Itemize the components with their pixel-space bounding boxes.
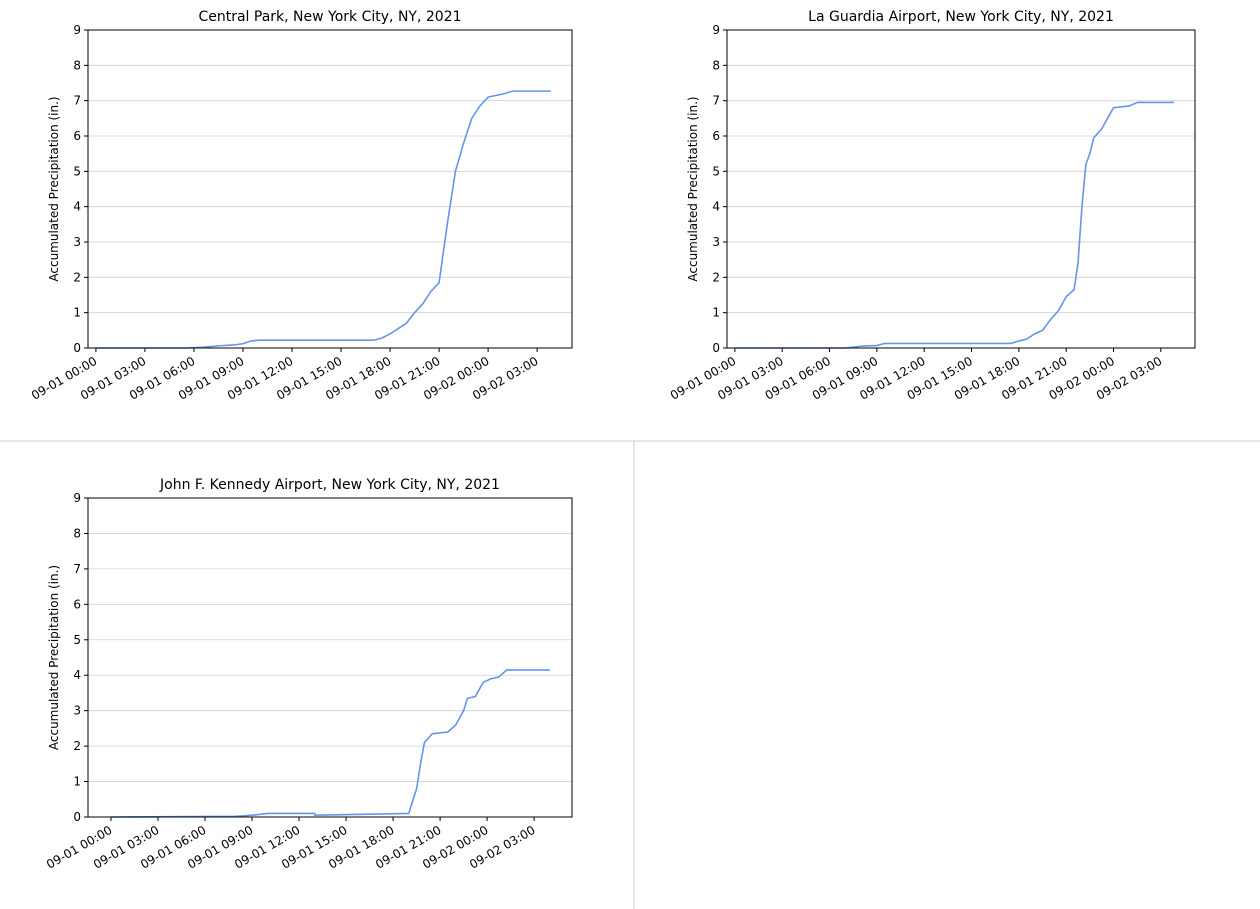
y-axis-label: Accumulated Precipitation (in.) bbox=[47, 565, 61, 750]
data-line bbox=[110, 669, 550, 818]
y-tick-label: 1 bbox=[73, 775, 81, 789]
y-tick-label: 1 bbox=[73, 306, 81, 320]
y-axis-label: Accumulated Precipitation (in.) bbox=[47, 96, 61, 281]
y-tick-label: 2 bbox=[73, 739, 81, 753]
y-tick-label: 0 bbox=[712, 341, 720, 355]
y-tick-label: 6 bbox=[712, 129, 720, 143]
y-axis-label: Accumulated Precipitation (in.) bbox=[686, 96, 700, 281]
y-tick-label: 5 bbox=[73, 164, 81, 178]
y-tick-label: 9 bbox=[73, 491, 81, 505]
chart-title: Central Park, New York City, NY, 2021 bbox=[198, 9, 461, 25]
y-tick-label: 4 bbox=[712, 200, 720, 214]
y-tick-label: 3 bbox=[73, 235, 81, 249]
data-line bbox=[95, 90, 551, 349]
chart-title: John F. Kennedy Airport, New York City, … bbox=[159, 477, 500, 493]
y-tick-label: 7 bbox=[712, 94, 720, 108]
y-tick-label: 9 bbox=[73, 23, 81, 37]
y-tick-label: 8 bbox=[712, 58, 720, 72]
y-tick-label: 5 bbox=[73, 633, 81, 647]
chart-title: La Guardia Airport, New York City, NY, 2… bbox=[808, 9, 1114, 25]
y-tick-label: 6 bbox=[73, 597, 81, 611]
y-tick-label: 0 bbox=[73, 341, 81, 355]
y-tick-label: 3 bbox=[712, 235, 720, 249]
data-line bbox=[734, 101, 1174, 349]
plot-frame bbox=[726, 29, 1196, 349]
y-tick-label: 9 bbox=[712, 23, 720, 37]
y-tick-label: 8 bbox=[73, 526, 81, 540]
y-tick-label: 8 bbox=[73, 58, 81, 72]
y-tick-label: 3 bbox=[73, 704, 81, 718]
plot-frame bbox=[87, 29, 573, 349]
y-tick-label: 7 bbox=[73, 562, 81, 576]
y-tick-label: 7 bbox=[73, 94, 81, 108]
y-tick-label: 6 bbox=[73, 129, 81, 143]
y-tick-label: 4 bbox=[73, 200, 81, 214]
y-tick-label: 1 bbox=[712, 306, 720, 320]
plot-frame bbox=[87, 497, 573, 818]
y-tick-label: 4 bbox=[73, 668, 81, 682]
y-tick-label: 0 bbox=[73, 810, 81, 824]
y-tick-label: 2 bbox=[73, 270, 81, 284]
y-tick-label: 5 bbox=[712, 164, 720, 178]
y-tick-label: 2 bbox=[712, 270, 720, 284]
